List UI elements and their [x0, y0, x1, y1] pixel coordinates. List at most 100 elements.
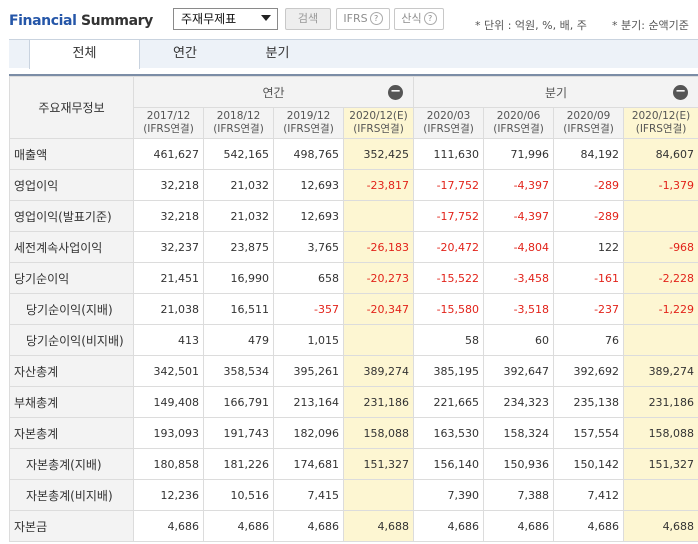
table-row: 자본총계 193,093 191,743 182,096 158,088 163,530 1… — [9, 417, 698, 449]
table-row: 당기순이익 21,451 16,990 658 -20,273 -15,522 -3,458… — [9, 262, 698, 294]
table-cell: 166,791 — [203, 386, 274, 418]
chevron-down-icon — [261, 15, 271, 21]
table-cell: -17,752 — [413, 200, 485, 232]
tab-all[interactable]: 전체 — [29, 39, 140, 69]
period-header: 2020/09 (IFRS연결) — [553, 107, 625, 139]
table-cell — [342, 324, 415, 356]
table-cell: 413 — [133, 324, 204, 356]
table-cell: 479 — [203, 324, 274, 356]
table-cell: -23,817 — [342, 169, 415, 201]
ifrs-label: IFRS — [343, 12, 368, 25]
table-cell: 76 — [553, 324, 625, 356]
table-cell: 12,236 — [133, 479, 204, 511]
row-label[interactable]: 자본금 — [9, 510, 134, 542]
table-row: 영업이익 32,218 21,032 12,693 -23,817 -17,752 -4,3… — [9, 169, 698, 201]
period-date: 2020/09 — [566, 110, 611, 122]
table-cell: 1,015 — [273, 324, 344, 356]
table-row: 영업이익(발표기준) 32,218 21,032 12,693 -17,752 -4,39… — [9, 200, 698, 232]
period-date: 2020/12(E) — [349, 110, 408, 122]
table-cell: 182,096 — [273, 417, 344, 449]
table-cell: 461,627 — [133, 138, 204, 170]
table-cell: -1,379 — [623, 169, 698, 201]
period-header: 2019/12 (IFRS연결) — [273, 107, 344, 139]
row-label[interactable]: 영업이익(발표기준) — [9, 200, 134, 232]
row-label[interactable]: 영업이익 — [9, 169, 134, 201]
row-label[interactable]: 자본총계 — [9, 417, 134, 449]
table-cell: -20,347 — [342, 293, 415, 325]
row-label[interactable]: 세전계속사업이익 — [9, 231, 134, 263]
statement-type-select[interactable]: 주재무제표 — [173, 8, 278, 30]
search-button[interactable]: 검색 — [285, 8, 331, 30]
period-basis: (IFRS연결) — [143, 123, 194, 135]
table-cell: -20,273 — [342, 262, 415, 294]
table-cell — [342, 200, 415, 232]
table-cell — [342, 479, 415, 511]
table-cell: -20,472 — [413, 231, 485, 263]
row-label: 당기순이익(비지배) — [9, 324, 134, 356]
table-cell: 21,038 — [133, 293, 204, 325]
table-cell: 84,607 — [623, 138, 698, 170]
table-cell: -1,229 — [623, 293, 698, 325]
period-date: 2020/03 — [426, 110, 471, 122]
period-header: 2020/06 (IFRS연결) — [483, 107, 555, 139]
table-cell: 231,186 — [623, 386, 698, 418]
period-header: 2018/12 (IFRS연결) — [203, 107, 274, 139]
period-header: 2020/12(E) (IFRS연결) — [342, 107, 415, 139]
table-row: 매출액 461,627 542,165 498,765 352,425 111,630 71… — [9, 138, 698, 170]
period-basis: (IFRS연결) — [213, 123, 264, 135]
table-cell: 32,218 — [133, 169, 204, 201]
tab-annual[interactable]: 연간 — [173, 46, 197, 61]
table-cell: 174,681 — [273, 448, 344, 480]
table-cell: 4,686 — [413, 510, 485, 542]
table-cell: 151,327 — [342, 448, 415, 480]
table-cell: 21,032 — [203, 169, 274, 201]
table-cell: 32,218 — [133, 200, 204, 232]
table-cell: 7,390 — [413, 479, 485, 511]
table-cell: 163,530 — [413, 417, 485, 449]
table-cell: -968 — [623, 231, 698, 263]
ifrs-help-button[interactable]: IFRS? — [336, 8, 390, 30]
formula-help-button[interactable]: 산식? — [394, 8, 444, 30]
table-cell: -161 — [553, 262, 625, 294]
table-cell: 158,088 — [342, 417, 415, 449]
question-icon: ? — [423, 12, 437, 25]
table-cell: 4,686 — [203, 510, 274, 542]
table-cell: -3,458 — [483, 262, 555, 294]
table-cell: 498,765 — [273, 138, 344, 170]
period-header: 2017/12 (IFRS연결) — [133, 107, 204, 139]
table-cell: -15,522 — [413, 262, 485, 294]
section-title: Financial Summary — [9, 13, 153, 29]
table-cell: -237 — [553, 293, 625, 325]
table-cell: -26,183 — [342, 231, 415, 263]
row-label[interactable]: 자산총계 — [9, 355, 134, 387]
table-cell — [623, 479, 698, 511]
annual-group-label: 연간 — [262, 85, 285, 100]
table-cell: 111,630 — [413, 138, 485, 170]
financial-summary-table: 주요재무정보 연간 − 분기 − 2017/12 (IFRS연결) 2018/12(… — [9, 74, 698, 542]
table-cell: 4,686 — [553, 510, 625, 542]
table-cell: 3,765 — [273, 231, 344, 263]
item-column-header: 주요재무정보 — [9, 76, 134, 139]
row-label: 자본총계(지배) — [9, 448, 134, 480]
title-part2: Summary — [76, 13, 153, 29]
row-label[interactable]: 부채총계 — [9, 386, 134, 418]
table-cell: 392,647 — [483, 355, 555, 387]
table-row: 자본총계(지배) 180,858 181,226 174,681 151,327 156,… — [9, 448, 698, 480]
row-label[interactable]: 매출액 — [9, 138, 134, 170]
tab-quarterly[interactable]: 분기 — [265, 46, 290, 61]
formula-label: 산식 — [401, 12, 422, 25]
table-cell: -3,518 — [483, 293, 555, 325]
table-cell: 213,164 — [273, 386, 344, 418]
period-date: 2020/06 — [496, 110, 541, 122]
quarter-group-label: 분기 — [545, 85, 568, 100]
collapse-quarter-icon[interactable]: − — [673, 85, 689, 100]
row-label: 자본총계(비지배) — [9, 479, 134, 511]
row-label[interactable]: 당기순이익 — [9, 262, 134, 294]
collapse-annual-icon[interactable]: − — [388, 85, 404, 100]
table-cell: 342,501 — [133, 355, 204, 387]
table-cell: 10,516 — [203, 479, 274, 511]
table-cell: 12,693 — [273, 200, 344, 232]
title-part1: Financial — [9, 13, 77, 29]
table-cell: 4,686 — [483, 510, 555, 542]
table-row: 자본총계(비지배) 12,236 10,516 7,415 7,390 7,388 7,41… — [9, 479, 698, 511]
